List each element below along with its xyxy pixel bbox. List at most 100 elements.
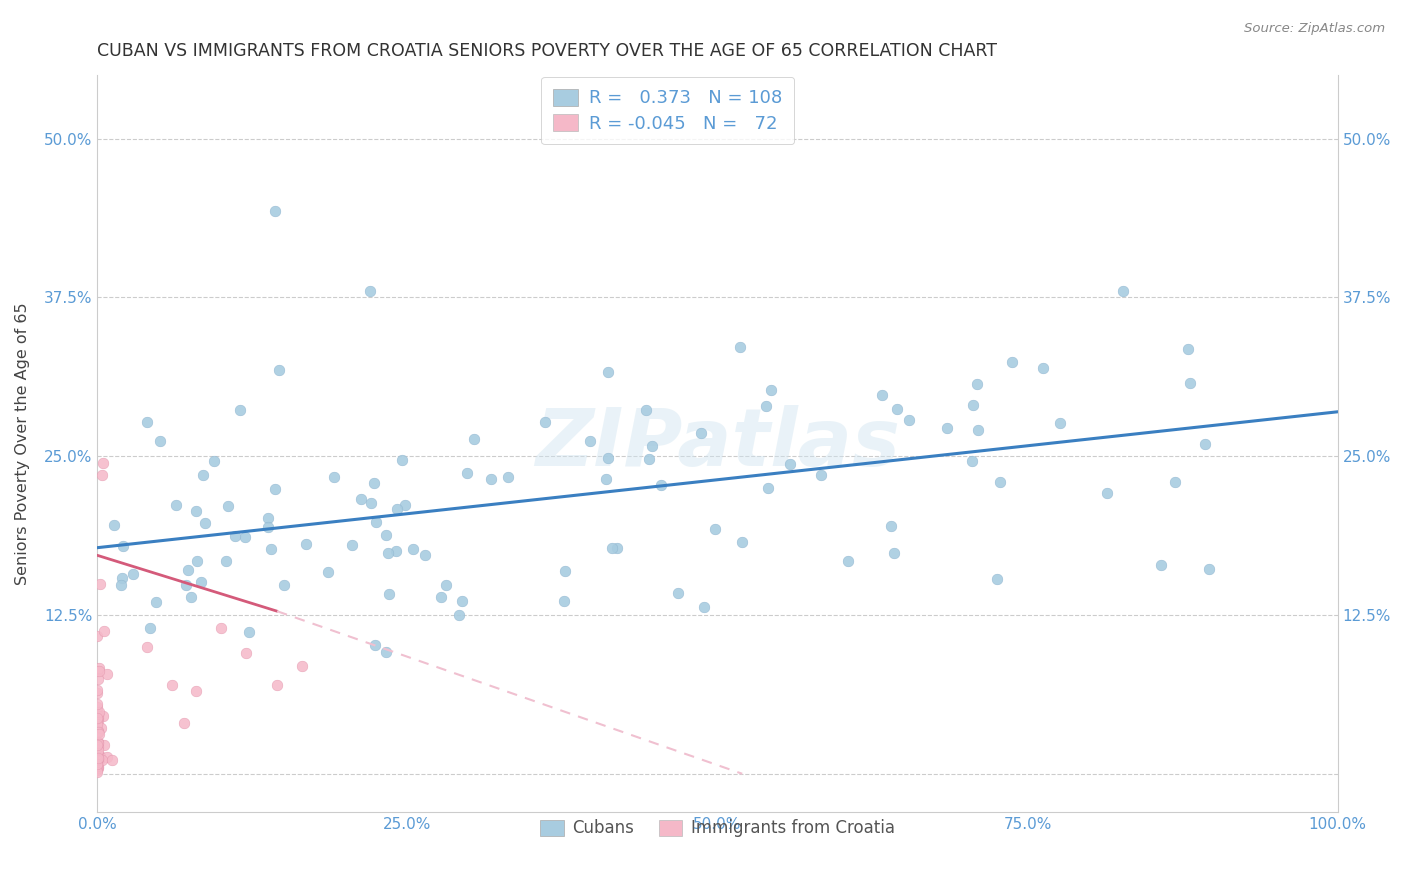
Point bbox=[363, 476, 385, 491]
Point bbox=[93, 456, 115, 470]
Point bbox=[1097, 486, 1119, 500]
Point bbox=[755, 399, 778, 413]
Point bbox=[898, 412, 921, 426]
Point bbox=[103, 517, 125, 532]
Point bbox=[87, 740, 110, 755]
Point bbox=[263, 482, 285, 496]
Point bbox=[86, 713, 108, 727]
Point bbox=[394, 498, 416, 512]
Point bbox=[463, 432, 485, 446]
Point bbox=[111, 539, 134, 553]
Point bbox=[91, 709, 114, 723]
Point bbox=[86, 673, 108, 687]
Point bbox=[879, 519, 901, 533]
Point bbox=[186, 684, 208, 698]
Point bbox=[165, 498, 187, 512]
Point bbox=[988, 475, 1011, 490]
Point bbox=[111, 571, 134, 585]
Point bbox=[86, 711, 108, 725]
Point bbox=[86, 757, 108, 772]
Point bbox=[1150, 558, 1173, 572]
Point bbox=[758, 481, 780, 495]
Point bbox=[87, 751, 110, 765]
Point bbox=[374, 645, 396, 659]
Point bbox=[360, 496, 382, 510]
Point bbox=[402, 542, 425, 557]
Point bbox=[235, 646, 257, 660]
Point bbox=[967, 423, 990, 437]
Point bbox=[1177, 342, 1199, 356]
Point bbox=[1112, 284, 1135, 298]
Point bbox=[89, 752, 111, 766]
Point bbox=[273, 578, 295, 592]
Point bbox=[86, 752, 108, 766]
Point bbox=[87, 723, 110, 738]
Point bbox=[138, 621, 160, 635]
Point bbox=[291, 658, 314, 673]
Point bbox=[641, 439, 664, 453]
Point bbox=[87, 705, 110, 719]
Point bbox=[553, 594, 575, 608]
Point bbox=[86, 716, 108, 731]
Point bbox=[86, 697, 108, 711]
Point bbox=[260, 541, 283, 556]
Point bbox=[434, 578, 457, 592]
Point bbox=[93, 624, 115, 639]
Point bbox=[391, 452, 413, 467]
Point bbox=[86, 700, 108, 714]
Point bbox=[86, 724, 108, 739]
Point bbox=[87, 761, 110, 775]
Point bbox=[935, 420, 957, 434]
Point bbox=[269, 363, 291, 377]
Point bbox=[86, 758, 108, 772]
Point bbox=[89, 577, 111, 591]
Point bbox=[479, 472, 502, 486]
Point bbox=[323, 470, 346, 484]
Point bbox=[215, 554, 238, 568]
Legend: Cubans, Immigrants from Croatia: Cubans, Immigrants from Croatia bbox=[534, 813, 901, 844]
Point bbox=[238, 624, 260, 639]
Point bbox=[415, 548, 437, 562]
Point bbox=[86, 743, 108, 757]
Point bbox=[217, 499, 239, 513]
Point bbox=[962, 398, 984, 412]
Point bbox=[86, 764, 108, 778]
Text: ZIPatlas: ZIPatlas bbox=[534, 405, 900, 483]
Point bbox=[637, 451, 659, 466]
Point bbox=[173, 716, 195, 731]
Point bbox=[87, 708, 110, 723]
Point bbox=[90, 722, 112, 736]
Point bbox=[378, 587, 401, 601]
Point bbox=[96, 750, 118, 764]
Point bbox=[86, 737, 108, 751]
Point bbox=[1194, 437, 1216, 451]
Point bbox=[86, 760, 108, 774]
Point bbox=[233, 530, 256, 544]
Point bbox=[595, 471, 617, 485]
Point bbox=[224, 529, 246, 543]
Point bbox=[810, 467, 832, 482]
Point bbox=[86, 760, 108, 774]
Point bbox=[86, 753, 108, 767]
Point bbox=[263, 204, 285, 219]
Point bbox=[87, 735, 110, 749]
Point bbox=[145, 594, 167, 608]
Point bbox=[91, 468, 114, 483]
Text: CUBAN VS IMMIGRANTS FROM CROATIA SENIORS POVERTY OVER THE AGE OF 65 CORRELATION : CUBAN VS IMMIGRANTS FROM CROATIA SENIORS… bbox=[97, 42, 997, 60]
Point bbox=[731, 535, 754, 549]
Point bbox=[86, 736, 108, 750]
Point bbox=[89, 748, 111, 763]
Point bbox=[209, 621, 232, 635]
Point bbox=[295, 537, 318, 551]
Point bbox=[86, 758, 108, 772]
Point bbox=[186, 554, 208, 568]
Point bbox=[87, 725, 110, 739]
Point bbox=[596, 365, 619, 379]
Point bbox=[986, 572, 1008, 586]
Point bbox=[87, 727, 110, 741]
Point bbox=[1163, 475, 1185, 489]
Text: Source: ZipAtlas.com: Source: ZipAtlas.com bbox=[1244, 22, 1385, 36]
Point bbox=[449, 608, 471, 623]
Point bbox=[86, 629, 108, 643]
Point bbox=[86, 714, 108, 728]
